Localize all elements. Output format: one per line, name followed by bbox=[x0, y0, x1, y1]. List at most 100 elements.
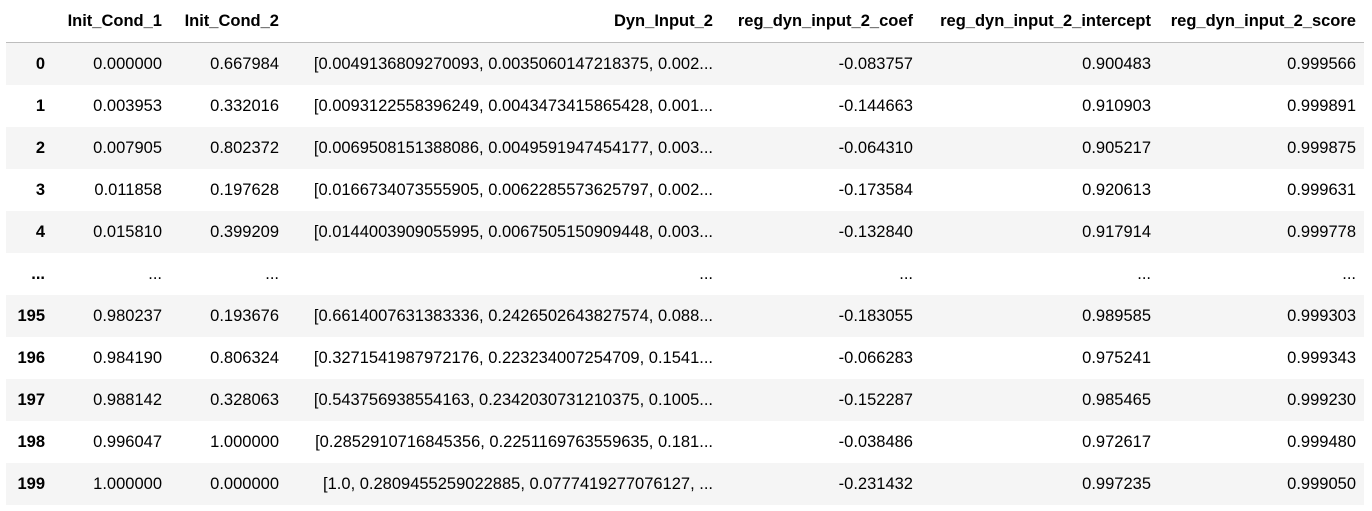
cell-init-cond-1: 0.003953 bbox=[93, 96, 162, 115]
cell-init-cond-1: 0.996047 bbox=[93, 432, 162, 451]
column-header-init-cond-2: Init_Cond_2 bbox=[170, 0, 287, 43]
table-row: 197 0.988142 0.328063 [0.543756938554163, 0… bbox=[6, 379, 1364, 421]
table-row: 199 1.000000 0.000000 [1.0, 0.2809455259022… bbox=[6, 463, 1364, 505]
cell-intercept: 0.972617 bbox=[1082, 432, 1151, 451]
cell-score: 0.999230 bbox=[1287, 390, 1356, 409]
cell-intercept: 0.917914 bbox=[1082, 222, 1151, 241]
row-index: 195 bbox=[17, 306, 45, 325]
cell-init-cond-2: ... bbox=[265, 264, 279, 283]
cell-init-cond-1: 0.015810 bbox=[93, 222, 162, 241]
cell-coef: -0.064310 bbox=[838, 138, 913, 157]
dataframe-output: Init_Cond_1 Init_Cond_2 Dyn_Input_2 reg_… bbox=[6, 0, 1366, 505]
cell-init-cond-2: 0.802372 bbox=[210, 138, 279, 157]
row-index: 2 bbox=[35, 138, 45, 157]
cell-init-cond-1: 1.000000 bbox=[93, 474, 162, 493]
cell-dyn-input-2: [0.0093122558396249, 0.0043473415865428,… bbox=[313, 96, 713, 115]
cell-intercept: ... bbox=[1137, 264, 1151, 283]
cell-init-cond-2: 1.000000 bbox=[210, 432, 279, 451]
table-row: 4 0.015810 0.399209 [0.0144003909055995, 0.… bbox=[6, 211, 1364, 253]
column-header-dyn-input-2: Dyn_Input_2 bbox=[287, 0, 721, 43]
cell-init-cond-2: 0.806324 bbox=[210, 348, 279, 367]
cell-intercept: 0.905217 bbox=[1082, 138, 1151, 157]
row-index: 198 bbox=[17, 432, 45, 451]
cell-intercept: 0.920613 bbox=[1082, 180, 1151, 199]
row-index: 4 bbox=[35, 222, 45, 241]
cell-init-cond-1: 0.000000 bbox=[93, 54, 162, 73]
cell-dyn-input-2: [0.2852910716845356, 0.2251169763559635,… bbox=[315, 432, 713, 451]
cell-init-cond-1: 0.984190 bbox=[93, 348, 162, 367]
table-row: 196 0.984190 0.806324 [0.3271541987972176, … bbox=[6, 337, 1364, 379]
cell-dyn-input-2: ... bbox=[699, 264, 713, 283]
cell-coef: -0.152287 bbox=[838, 390, 913, 409]
cell-intercept: 0.997235 bbox=[1082, 474, 1151, 493]
cell-coef: -0.038486 bbox=[838, 432, 913, 451]
cell-dyn-input-2: [0.0166734073555905, 0.0062285573625797,… bbox=[313, 180, 713, 199]
cell-init-cond-2: 0.193676 bbox=[210, 306, 279, 325]
cell-dyn-input-2: [0.0049136809270093, 0.0035060147218375,… bbox=[313, 54, 713, 73]
cell-init-cond-1: 0.007905 bbox=[93, 138, 162, 157]
cell-intercept: 0.975241 bbox=[1082, 348, 1151, 367]
column-header-coef: reg_dyn_input_2_coef bbox=[721, 0, 921, 43]
cell-score: 0.999480 bbox=[1287, 432, 1356, 451]
cell-score: 0.999631 bbox=[1287, 180, 1356, 199]
cell-score: 0.999566 bbox=[1287, 54, 1356, 73]
cell-coef: -0.066283 bbox=[838, 348, 913, 367]
column-header-intercept: reg_dyn_input_2_intercept bbox=[921, 0, 1159, 43]
cell-coef: -0.183055 bbox=[838, 306, 913, 325]
cell-coef: -0.132840 bbox=[838, 222, 913, 241]
cell-init-cond-1: ... bbox=[148, 264, 162, 283]
cell-score: 0.999303 bbox=[1287, 306, 1356, 325]
cell-dyn-input-2: [0.3271541987972176, 0.223234007254709, … bbox=[313, 348, 713, 367]
row-index: 199 bbox=[17, 474, 45, 493]
table-row: 3 0.011858 0.197628 [0.0166734073555905, 0.… bbox=[6, 169, 1364, 211]
row-index: ... bbox=[31, 264, 45, 283]
table-row: ..................... bbox=[6, 253, 1364, 295]
row-index: 3 bbox=[35, 180, 45, 199]
table-row: 1 0.003953 0.332016 [0.0093122558396249, 0.… bbox=[6, 85, 1364, 127]
cell-dyn-input-2: [0.6614007631383336, 0.2426502643827574,… bbox=[313, 306, 713, 325]
cell-score: 0.999778 bbox=[1287, 222, 1356, 241]
cell-init-cond-2: 0.399209 bbox=[210, 222, 279, 241]
cell-dyn-input-2: [0.543756938554163, 0.2342030731210375, … bbox=[313, 390, 713, 409]
cell-score: ... bbox=[1342, 264, 1356, 283]
cell-dyn-input-2: [0.0144003909055995, 0.0067505150909448,… bbox=[313, 222, 713, 241]
cell-init-cond-2: 0.667984 bbox=[210, 54, 279, 73]
row-index: 1 bbox=[35, 96, 45, 115]
table-row: 198 0.996047 1.000000 [0.2852910716845356, … bbox=[6, 421, 1364, 463]
cell-score: 0.999875 bbox=[1287, 138, 1356, 157]
table-row: 2 0.007905 0.802372 [0.0069508151388086, 0.… bbox=[6, 127, 1364, 169]
cell-intercept: 0.910903 bbox=[1082, 96, 1151, 115]
cell-dyn-input-2: [0.0069508151388086, 0.0049591947454177,… bbox=[313, 138, 713, 157]
cell-init-cond-1: 0.011858 bbox=[94, 180, 162, 199]
cell-score: 0.999050 bbox=[1287, 474, 1356, 493]
column-header-score: reg_dyn_input_2_score bbox=[1159, 0, 1364, 43]
cell-init-cond-2: 0.197628 bbox=[210, 180, 279, 199]
cell-score: 0.999343 bbox=[1287, 348, 1356, 367]
cell-intercept: 0.989585 bbox=[1082, 306, 1151, 325]
cell-coef: ... bbox=[899, 264, 913, 283]
cell-init-cond-2: 0.000000 bbox=[210, 474, 279, 493]
cell-intercept: 0.985465 bbox=[1082, 390, 1151, 409]
cell-init-cond-2: 0.328063 bbox=[210, 390, 279, 409]
row-index: 196 bbox=[17, 348, 45, 367]
cell-init-cond-2: 0.332016 bbox=[210, 96, 279, 115]
cell-coef: -0.231432 bbox=[838, 474, 913, 493]
cell-score: 0.999891 bbox=[1287, 96, 1356, 115]
header-row: Init_Cond_1 Init_Cond_2 Dyn_Input_2 reg_… bbox=[6, 0, 1364, 43]
table-row: 195 0.980237 0.193676 [0.6614007631383336, … bbox=[6, 295, 1364, 337]
cell-coef: -0.144663 bbox=[838, 96, 913, 115]
cell-dyn-input-2: [1.0, 0.2809455259022885, 0.077741927707… bbox=[323, 474, 713, 493]
table-row: 0 0.000000 0.667984 [0.0049136809270093, 0.… bbox=[6, 42, 1364, 85]
cell-intercept: 0.900483 bbox=[1082, 54, 1151, 73]
row-index: 197 bbox=[17, 390, 45, 409]
table-body: 0 0.000000 0.667984 [0.0049136809270093, 0.… bbox=[6, 42, 1364, 505]
cell-init-cond-1: 0.980237 bbox=[93, 306, 162, 325]
cell-coef: -0.083757 bbox=[838, 54, 913, 73]
dataframe-table: Init_Cond_1 Init_Cond_2 Dyn_Input_2 reg_… bbox=[6, 0, 1364, 505]
table-header: Init_Cond_1 Init_Cond_2 Dyn_Input_2 reg_… bbox=[6, 0, 1364, 43]
column-header-init-cond-1: Init_Cond_1 bbox=[53, 0, 170, 43]
cell-coef: -0.173584 bbox=[838, 180, 913, 199]
cell-init-cond-1: 0.988142 bbox=[93, 390, 162, 409]
index-header bbox=[6, 0, 53, 43]
row-index: 0 bbox=[35, 54, 45, 73]
